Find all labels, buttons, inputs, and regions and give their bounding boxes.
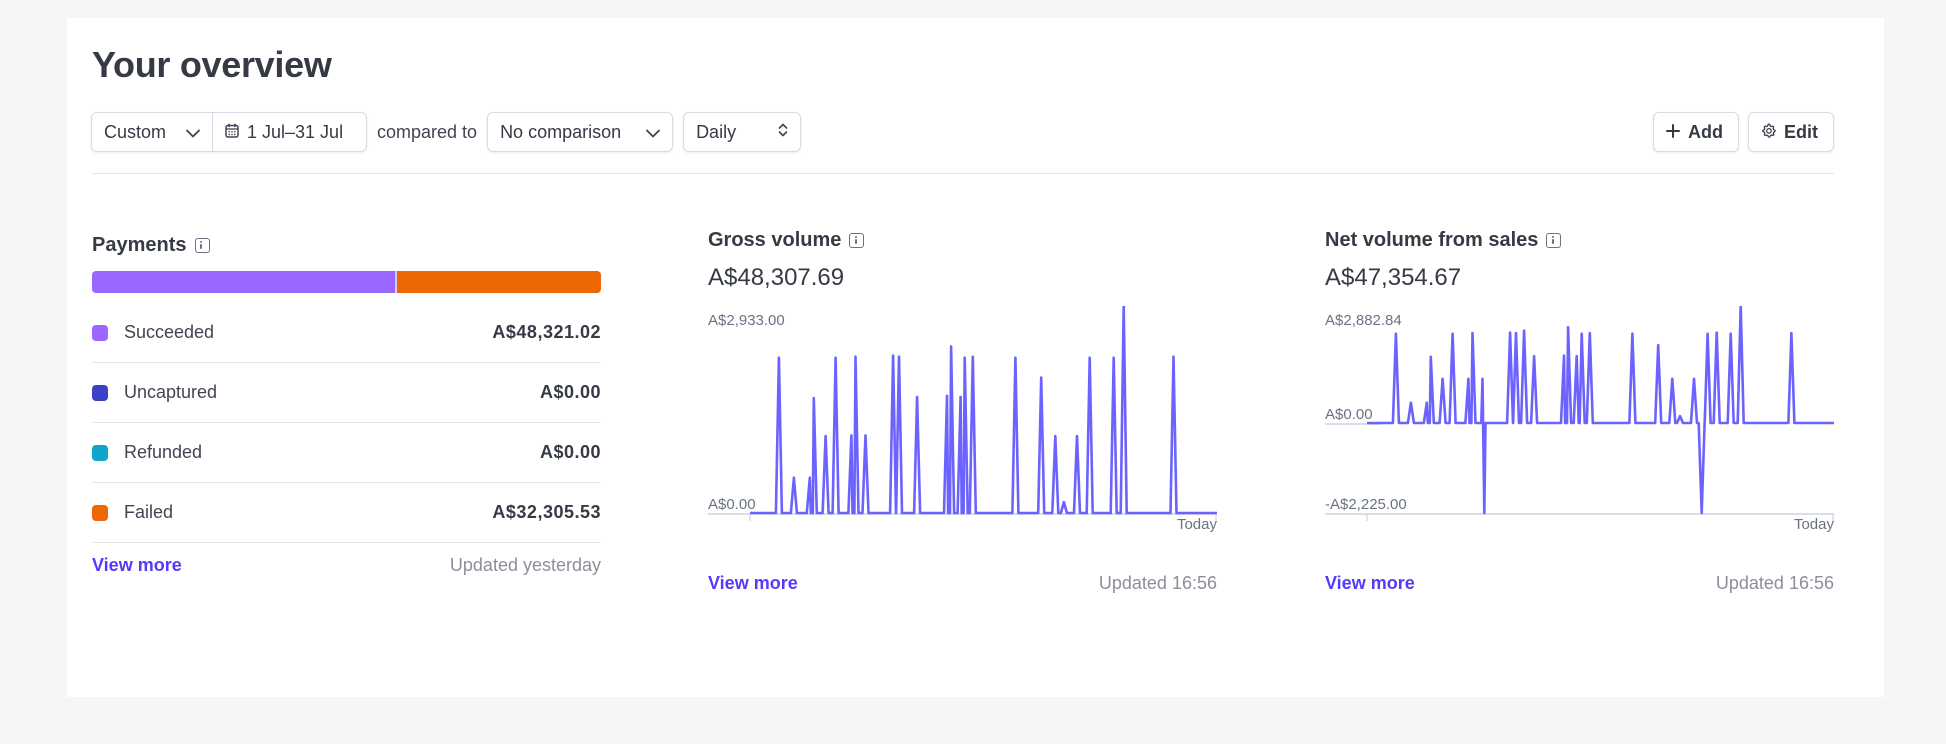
date-range-picker[interactable]: 1 Jul–31 Jul xyxy=(212,113,366,151)
y-max-label: A$2,933.00 xyxy=(708,312,785,329)
legend-row-refunded[interactable]: Refunded A$0.00 xyxy=(92,423,601,483)
info-icon[interactable] xyxy=(1546,232,1562,248)
info-icon[interactable] xyxy=(194,237,210,253)
net-volume-title: Net volume from sales xyxy=(1325,226,1834,254)
info-icon[interactable] xyxy=(849,232,865,248)
gross-volume-chart[interactable]: A$2,933.00 A$0.00 Today xyxy=(708,306,1217,571)
interval-select[interactable]: Daily xyxy=(683,112,802,152)
bar-segment-succeeded[interactable] xyxy=(92,271,395,293)
gross-volume-title-text: Gross volume xyxy=(708,228,842,251)
header-divider xyxy=(92,173,1834,174)
x-end-label: Today xyxy=(1176,516,1217,533)
y-zero-label: A$0.00 xyxy=(1325,406,1373,423)
add-label: Add xyxy=(1688,121,1723,142)
payments-legend: Succeeded A$48,321.02 Uncaptured A$0.00 … xyxy=(92,303,601,543)
net-volume-line xyxy=(1325,306,1834,521)
add-button[interactable]: Add xyxy=(1653,112,1739,152)
header-actions: Add Edit xyxy=(1653,112,1834,152)
calendar-icon xyxy=(225,122,239,143)
x-end-label: Today xyxy=(1793,516,1834,533)
swatch-failed xyxy=(92,504,108,521)
legend-row-succeeded[interactable]: Succeeded A$48,321.02 xyxy=(92,303,601,363)
net-volume-view-more-link[interactable]: View more xyxy=(1325,573,1415,593)
plus-icon xyxy=(1666,122,1680,143)
gross-volume-line xyxy=(708,306,1217,521)
legend-row-failed[interactable]: Failed A$32,305.53 xyxy=(92,483,601,543)
gross-volume-view-more-link[interactable]: View more xyxy=(708,573,798,593)
legend-label: Refunded xyxy=(124,442,203,462)
legend-row-uncaptured[interactable]: Uncaptured A$0.00 xyxy=(92,363,601,423)
legend-label: Failed xyxy=(124,502,174,522)
filter-controls: Custom 1 Jul–31 Jul compared to No compa… xyxy=(91,112,802,152)
net-volume-widget: Net volume from sales A$47,354.67 A$2,88… xyxy=(1325,226,1834,594)
payments-widget: Payments Succeeded A$48,321.02 Uncapture… xyxy=(92,231,601,576)
gross-volume-footer: View more Updated 16:56 xyxy=(708,573,1217,594)
comparison-label: No comparison xyxy=(500,121,622,142)
net-volume-chart[interactable]: A$2,882.84 A$0.00 -A$2,225.00 Today xyxy=(1325,306,1834,571)
payments-status-bar xyxy=(92,271,601,293)
overview-card: Your overview Custom 1 Jul–31 Jul compar… xyxy=(67,18,1884,697)
y-min-label: -A$2,225.00 xyxy=(1325,496,1407,513)
gross-volume-value: A$48,307.69 xyxy=(708,264,845,291)
edit-button[interactable]: Edit xyxy=(1748,112,1834,152)
legend-value: A$48,321.02 xyxy=(492,322,601,342)
payments-title: Payments xyxy=(92,231,601,259)
swatch-refunded xyxy=(92,444,108,461)
legend-label: Uncaptured xyxy=(124,382,218,402)
legend-value: A$32,305.53 xyxy=(492,502,601,522)
chevron-down-icon xyxy=(186,122,200,143)
bar-separator xyxy=(395,271,397,293)
page-title: Your overview xyxy=(92,44,332,85)
compared-to-label: compared to xyxy=(377,121,478,142)
legend-label: Succeeded xyxy=(124,322,215,342)
edit-label: Edit xyxy=(1784,121,1818,142)
gross-volume-widget: Gross volume A$48,307.69 A$2,933.00 A$0.… xyxy=(708,226,1217,594)
date-range-label: 1 Jul–31 Jul xyxy=(247,121,344,142)
legend-value: A$0.00 xyxy=(539,442,601,462)
legend-value: A$0.00 xyxy=(539,382,601,402)
swatch-uncaptured xyxy=(92,384,108,401)
bar-segment-failed[interactable] xyxy=(397,271,601,293)
range-preset-select[interactable]: Custom xyxy=(92,113,212,151)
comparison-select[interactable]: No comparison xyxy=(487,112,674,152)
swatch-succeeded xyxy=(92,324,108,341)
chevron-down-icon xyxy=(646,122,660,143)
payments-footer: View more Updated yesterday xyxy=(92,555,601,576)
gross-volume-updated-text: Updated 16:56 xyxy=(1098,573,1217,593)
net-volume-updated-text: Updated 16:56 xyxy=(1715,573,1834,593)
gross-volume-title: Gross volume xyxy=(708,226,1217,254)
date-range-group: Custom 1 Jul–31 Jul xyxy=(91,112,367,152)
net-volume-title-text: Net volume from sales xyxy=(1325,228,1539,251)
net-volume-footer: View more Updated 16:56 xyxy=(1325,573,1834,594)
range-preset-label: Custom xyxy=(104,121,167,142)
y-max-label: A$2,882.84 xyxy=(1325,312,1402,329)
chevron-up-down-icon xyxy=(778,122,788,143)
payments-title-text: Payments xyxy=(92,233,187,256)
payments-updated-text: Updated yesterday xyxy=(449,555,601,575)
payments-view-more-link[interactable]: View more xyxy=(92,555,182,575)
gear-icon xyxy=(1761,122,1776,143)
net-volume-value: A$47,354.67 xyxy=(1325,264,1462,291)
interval-label: Daily xyxy=(696,121,737,142)
y-min-label: A$0.00 xyxy=(708,496,756,513)
